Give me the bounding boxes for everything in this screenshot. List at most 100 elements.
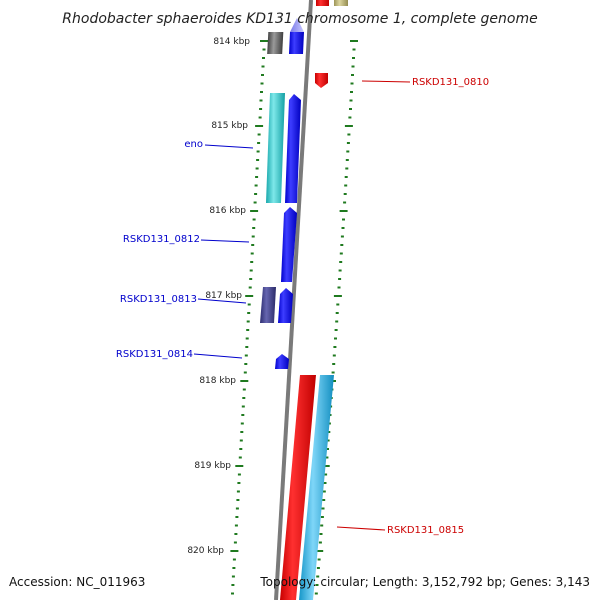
minor-tick — [324, 473, 328, 476]
minor-tick — [316, 575, 320, 578]
minor-tick — [317, 558, 321, 561]
minor-tick — [253, 201, 257, 204]
minor-tick — [259, 99, 263, 102]
minor-tick — [334, 329, 338, 331]
minor-tick — [231, 575, 235, 578]
minor-tick — [232, 558, 236, 561]
gene-eno-companion — [285, 94, 301, 203]
major-tick — [321, 465, 330, 467]
minor-tick — [246, 329, 250, 331]
leader-rskd131-0812 — [200, 239, 250, 243]
minor-tick — [349, 99, 353, 102]
minor-tick — [336, 303, 340, 306]
minor-tick — [255, 167, 259, 170]
minor-tick — [256, 159, 260, 161]
kbp-label-815: 815 kbp — [211, 121, 248, 131]
inner-tick-marks — [230, 40, 268, 595]
major-tick — [260, 40, 268, 42]
gene-label-rskd131-0810: RSKD131_0810 — [412, 77, 489, 88]
major-tick — [333, 295, 342, 297]
minor-tick — [335, 312, 339, 314]
minor-tick — [338, 278, 342, 280]
minor-tick — [322, 499, 326, 501]
minor-tick — [339, 261, 343, 263]
gene-label-rskd131-0813: RSKD131_0813 — [120, 294, 197, 305]
minor-tick — [335, 320, 339, 323]
gene-rskd131-0810 — [315, 73, 328, 88]
minor-tick — [242, 388, 246, 391]
gene-label-rskd131-0812: RSKD131_0812 — [123, 234, 200, 245]
minor-tick — [261, 65, 265, 68]
minor-tick — [235, 507, 239, 510]
kbp-label-819: 819 kbp — [194, 461, 231, 471]
gene-rskd131-0814 — [275, 354, 289, 369]
minor-tick — [341, 227, 345, 229]
minor-tick — [342, 218, 345, 221]
minor-tick — [247, 303, 251, 306]
minor-tick — [242, 397, 246, 399]
major-tick — [245, 295, 254, 297]
minor-tick — [352, 48, 356, 51]
minor-tick — [262, 57, 265, 59]
major-tick — [350, 40, 358, 42]
major-tick — [315, 550, 324, 552]
minor-tick — [332, 363, 336, 365]
major-tick — [240, 380, 249, 382]
gene-eno — [266, 93, 285, 203]
minor-tick — [337, 286, 341, 289]
minor-tick — [345, 159, 349, 161]
minor-tick — [350, 82, 354, 85]
minor-tick — [248, 286, 252, 289]
minor-tick — [350, 91, 353, 93]
gene-feature-blue-top — [289, 32, 304, 54]
major-tick — [344, 125, 353, 127]
minor-tick — [259, 108, 263, 110]
minor-tick — [344, 176, 348, 178]
gene-label-eno: eno — [184, 139, 203, 150]
minor-tick — [333, 346, 337, 348]
minor-tick — [345, 167, 349, 170]
minor-tick — [340, 244, 344, 246]
minor-tick — [233, 541, 237, 544]
minor-tick — [254, 184, 258, 187]
kbp-label-814: 814 kbp — [213, 37, 250, 47]
minor-tick — [252, 218, 256, 221]
minor-tick — [319, 533, 323, 535]
topology-text: Topology: circular; Length: 3,152,792 bp… — [259, 575, 590, 589]
leader-rskd131-0813 — [197, 298, 247, 304]
outer-tick-marks — [314, 40, 358, 595]
minor-tick — [352, 57, 355, 59]
minor-tick — [326, 448, 329, 450]
minor-tick — [244, 363, 248, 365]
leader-eno — [204, 144, 254, 149]
kbp-label-816: 816 kbp — [209, 206, 246, 216]
minor-tick — [239, 448, 243, 450]
gene-feature-red-top — [316, 0, 329, 6]
minor-tick — [325, 456, 329, 459]
map-title: Rhodobacter sphaeroides KD131 chromosome… — [62, 11, 537, 27]
leader-rskd131-0814 — [193, 353, 243, 359]
minor-tick — [234, 524, 238, 527]
minor-tick — [231, 584, 235, 586]
minor-tick — [343, 201, 347, 204]
minor-tick — [338, 269, 342, 272]
minor-tick — [250, 252, 254, 255]
minor-tick — [343, 193, 347, 195]
minor-tick — [339, 252, 343, 255]
minor-tick — [240, 422, 244, 425]
major-tick — [255, 125, 264, 127]
accession-text: Accession: NC_011963 — [9, 575, 145, 589]
minor-tick — [235, 516, 239, 518]
genome-backbone — [274, 0, 313, 600]
gene-feature-olive-top — [334, 0, 348, 6]
minor-tick — [260, 91, 263, 93]
minor-tick — [249, 278, 253, 280]
gene-feature-grey — [267, 32, 284, 54]
minor-tick — [323, 482, 327, 484]
major-tick — [250, 210, 259, 212]
minor-tick — [332, 354, 336, 357]
minor-tick — [349, 108, 352, 110]
minor-tick — [251, 244, 255, 246]
minor-tick — [236, 490, 240, 493]
minor-tick — [331, 371, 335, 374]
